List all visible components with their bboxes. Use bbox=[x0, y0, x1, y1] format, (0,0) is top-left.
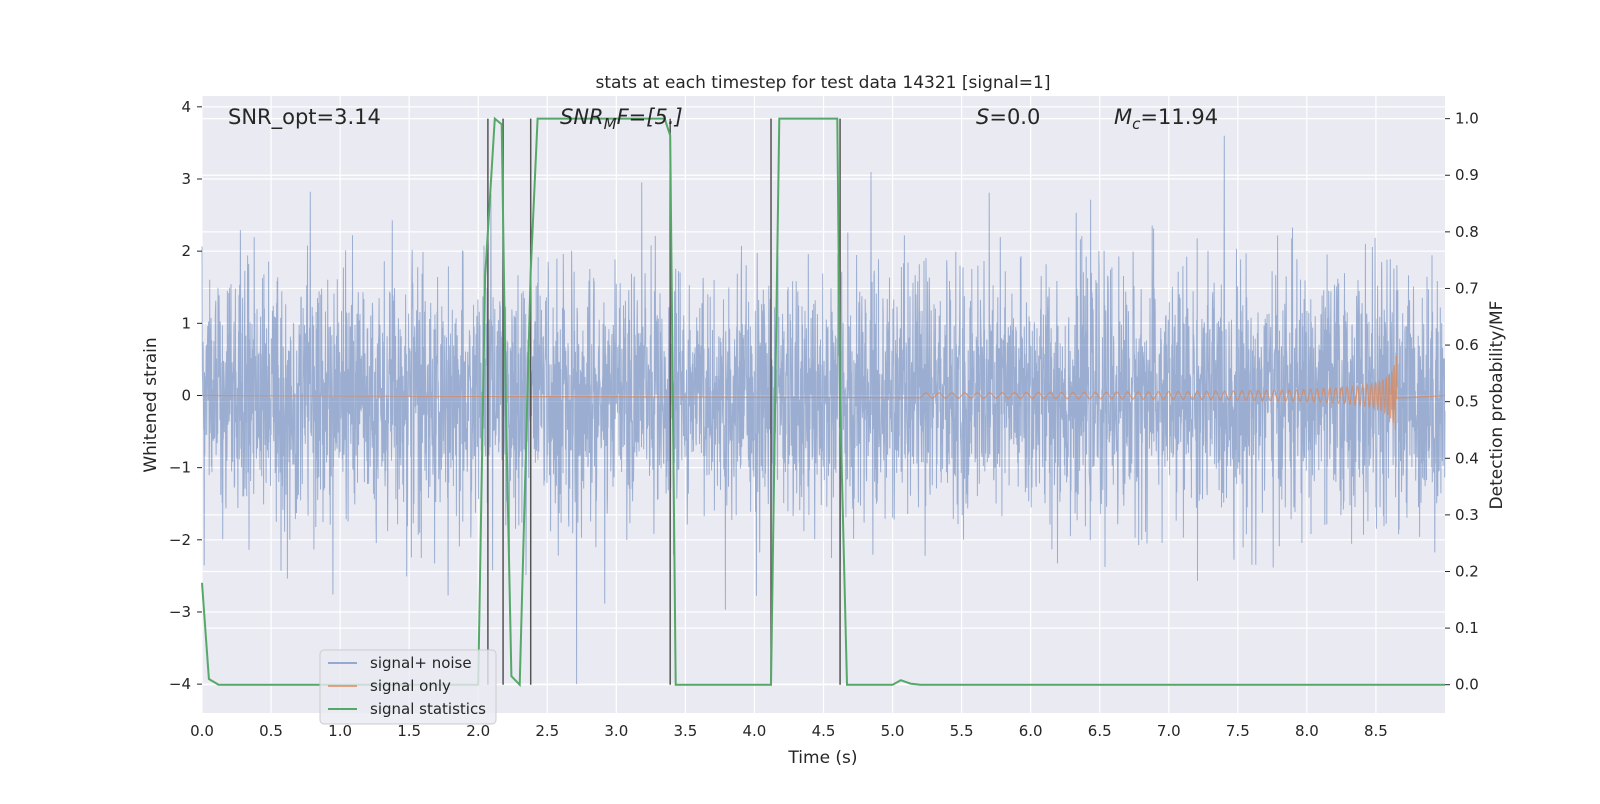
y-tick-label-right: 0.0 bbox=[1455, 676, 1479, 694]
chart-title: stats at each timestep for test data 143… bbox=[596, 73, 1051, 93]
legend-label-stats: signal statistics bbox=[370, 700, 486, 718]
x-tick-label: 4.5 bbox=[812, 722, 836, 740]
y-tick-label-right: 0.4 bbox=[1455, 449, 1479, 467]
x-axis-label: Time (s) bbox=[787, 748, 857, 768]
x-tick-label: 5.5 bbox=[950, 722, 974, 740]
legend-label-noise: signal+ noise bbox=[370, 654, 472, 672]
annotation-snr-opt: SNR_opt=3.14 bbox=[228, 105, 381, 130]
x-tick-label: 1.0 bbox=[328, 722, 352, 740]
legend-label-signal: signal only bbox=[370, 677, 451, 695]
y-tick-label-left: 2 bbox=[181, 242, 191, 260]
signal-series bbox=[201, 355, 1446, 431]
y-tick-label-left: 0 bbox=[181, 386, 191, 404]
x-tick-label: 3.0 bbox=[604, 722, 628, 740]
x-tick-label: 7.5 bbox=[1226, 722, 1250, 740]
y-tick-label-right: 0.2 bbox=[1455, 562, 1479, 580]
y-axis-left-label: Whitened strain bbox=[141, 337, 161, 472]
y-tick-label-right: 0.5 bbox=[1455, 393, 1479, 411]
y-tick-label-left: −3 bbox=[169, 603, 191, 621]
noise-line bbox=[201, 135, 1446, 685]
x-tick-label: 1.5 bbox=[397, 722, 421, 740]
annotation-snr-mf: SNRMF=[5.] bbox=[560, 105, 683, 133]
y-axis-right-label: Detection probability/MF bbox=[1487, 301, 1507, 510]
x-axis-ticks: 0.0 0.5 1.0 1.5 2.0 2.5 3.0 3.5 4.0 4.5 5.0 5.5 6.0 6… bbox=[190, 722, 1388, 740]
vertical-markers bbox=[487, 118, 841, 685]
y-tick-label-right: 0.8 bbox=[1455, 223, 1479, 241]
x-tick-label: 0.0 bbox=[190, 722, 214, 740]
annotation-mc: Mc=11.94 bbox=[1114, 105, 1218, 133]
y-tick-label-left: −1 bbox=[169, 459, 191, 477]
y-tick-label-right: 0.3 bbox=[1455, 506, 1479, 524]
y-tick-label-left: −2 bbox=[169, 531, 191, 549]
signal-line bbox=[201, 355, 1446, 431]
x-tick-label: 0.5 bbox=[259, 722, 283, 740]
y-tick-label-right: 0.7 bbox=[1455, 279, 1479, 297]
y-tick-label-left: −4 bbox=[169, 675, 191, 693]
legend-box bbox=[319, 649, 497, 725]
y-tick-label-left: 4 bbox=[181, 98, 191, 116]
statistics-line bbox=[201, 116, 1445, 688]
x-tick-label: 7.0 bbox=[1157, 722, 1181, 740]
x-tick-label: 5.0 bbox=[881, 722, 905, 740]
y-tick-label-left: 3 bbox=[181, 170, 191, 188]
y-axis-right-ticks: 1.0 0.9 0.8 0.7 0.6 0.5 0.4 0.3 0.2 0.1 0.0 bbox=[1445, 110, 1479, 694]
y-tick-label-right: 1.0 bbox=[1455, 110, 1479, 128]
x-tick-label: 8.0 bbox=[1295, 722, 1319, 740]
x-tick-label: 3.5 bbox=[673, 722, 697, 740]
x-tick-label: 8.5 bbox=[1364, 722, 1388, 740]
y-tick-label-right: 0.9 bbox=[1455, 166, 1479, 184]
x-tick-label: 2.5 bbox=[535, 722, 559, 740]
y-tick-label-right: 0.1 bbox=[1455, 619, 1479, 637]
y-tick-label-left: 1 bbox=[181, 314, 191, 332]
noise-series bbox=[201, 135, 1446, 685]
annotation-s: S=0.0 bbox=[976, 105, 1040, 129]
x-tick-label: 4.0 bbox=[743, 722, 767, 740]
x-tick-label: 6.0 bbox=[1019, 722, 1043, 740]
y-axis-left-ticks: 4 3 2 1 0 −1 −2 −3 −4 bbox=[169, 98, 202, 693]
statistics-series bbox=[201, 116, 1445, 688]
legend: signal+ noise signal only signal statist… bbox=[319, 649, 497, 725]
x-tick-label: 6.5 bbox=[1088, 722, 1112, 740]
x-tick-label: 2.0 bbox=[466, 722, 490, 740]
y-tick-label-right: 0.6 bbox=[1455, 336, 1479, 354]
